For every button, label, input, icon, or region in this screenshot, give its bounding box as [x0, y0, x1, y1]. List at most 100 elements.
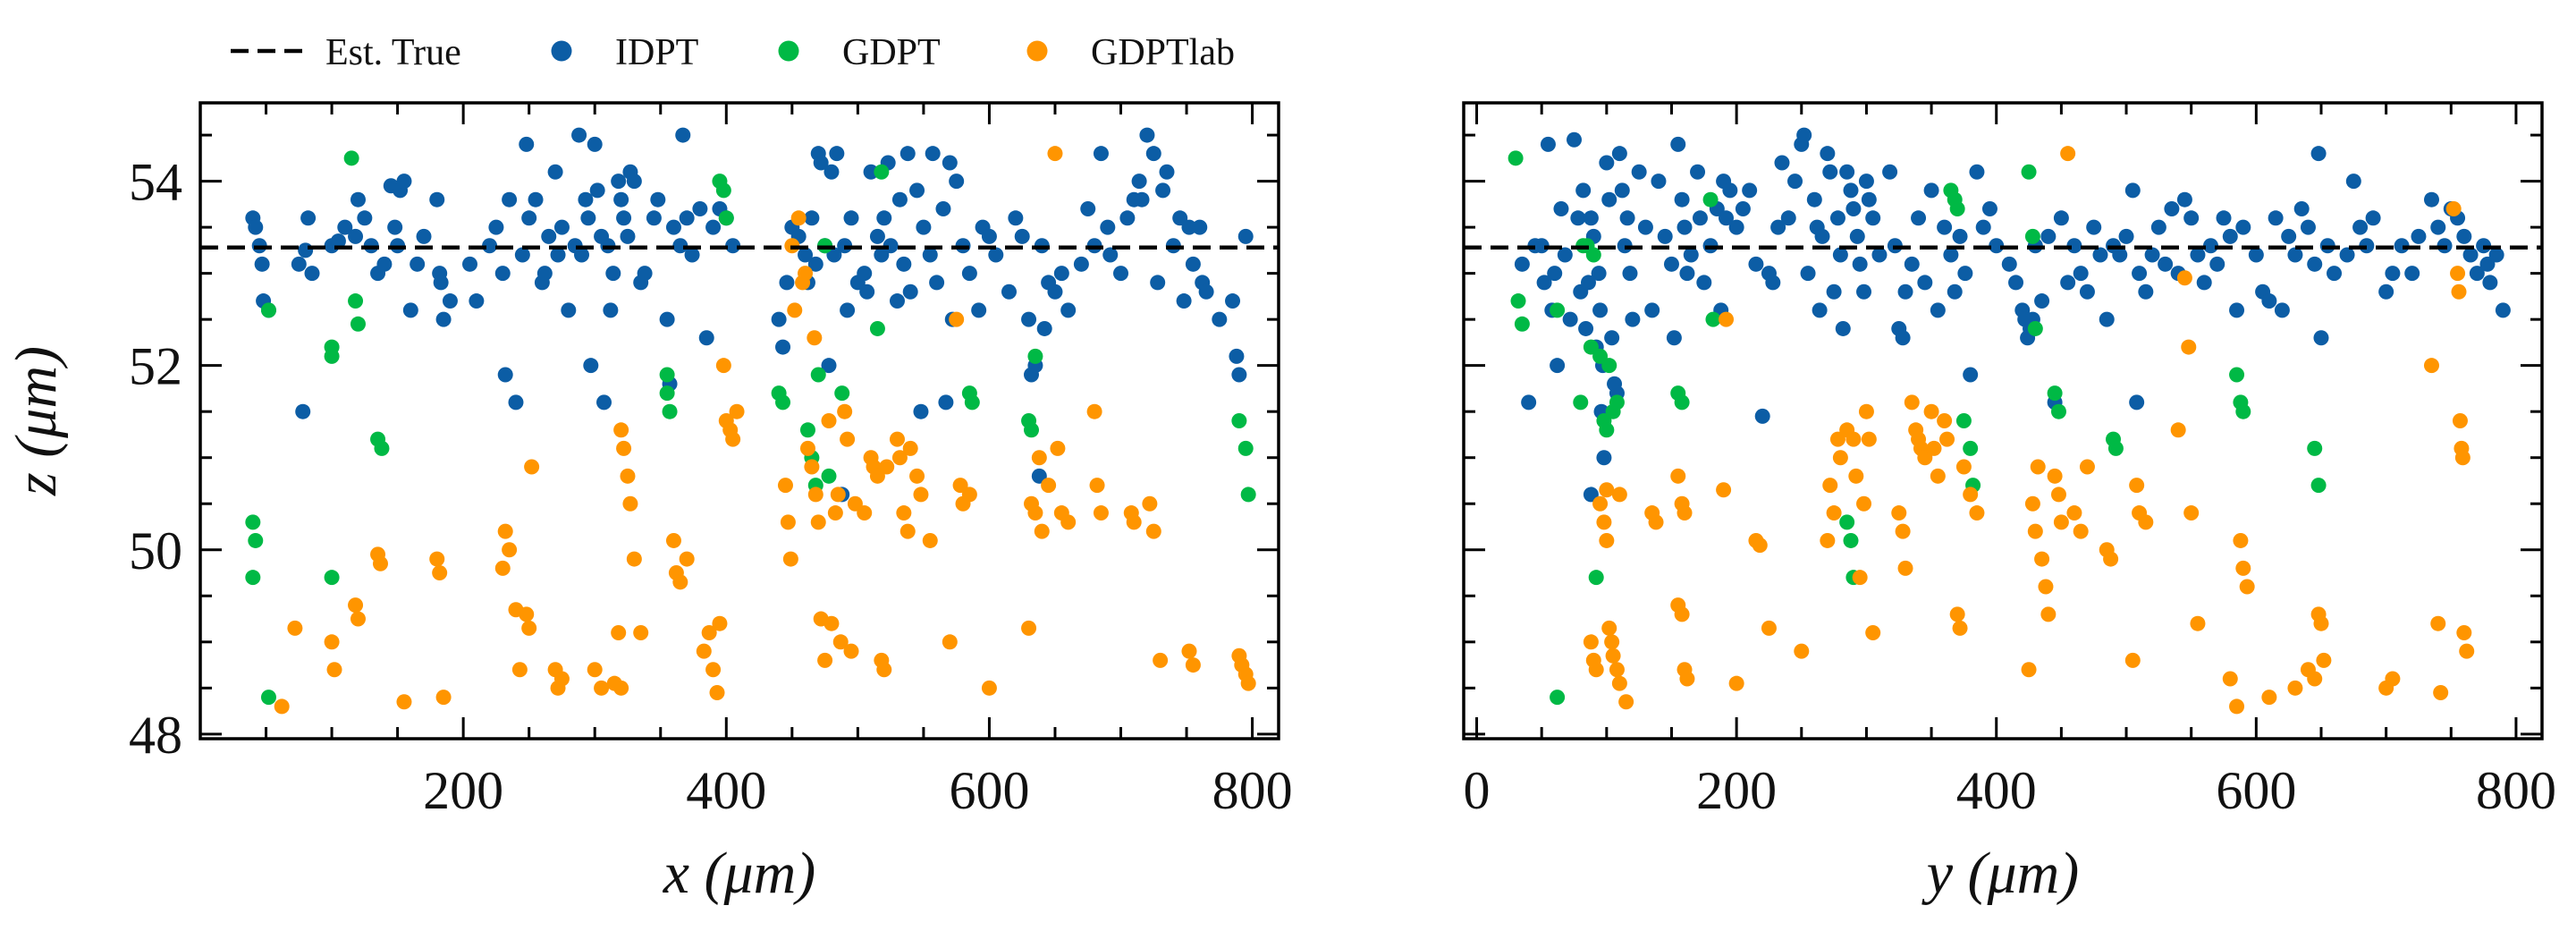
point-idpt: [304, 266, 320, 282]
point-idpt: [981, 228, 997, 244]
point-idpt: [1047, 284, 1063, 300]
point-gdpt: [821, 468, 837, 484]
point-idpt: [547, 164, 563, 180]
point-gdptlab: [1611, 487, 1627, 503]
point-idpt: [2411, 228, 2427, 244]
series-gdpt: [1508, 150, 2327, 706]
point-idpt: [291, 256, 307, 272]
point-gdptlab: [2138, 514, 2154, 530]
point-gdptlab: [2079, 459, 2095, 475]
point-gdptlab: [2433, 684, 2449, 700]
point-gdptlab: [2222, 671, 2238, 687]
y-tick-label: 48: [129, 706, 182, 765]
point-idpt: [813, 155, 829, 171]
point-gdpt: [2235, 403, 2251, 419]
point-gdptlab: [2452, 413, 2468, 428]
point-gdpt: [659, 385, 675, 402]
point-idpt: [1031, 468, 1047, 484]
panel-y-vs-z: 0 200 400 600 800 y (μm): [1462, 101, 2556, 906]
point-gdpt: [1027, 348, 1043, 364]
point-gdptlab: [1969, 505, 1985, 521]
point-gdptlab: [2454, 450, 2470, 466]
point-gdptlab: [553, 671, 570, 687]
point-idpt: [1683, 247, 1699, 263]
point-idpt: [2053, 210, 2069, 226]
point-gdptlab: [807, 330, 823, 346]
point-idpt: [553, 219, 570, 235]
point-gdpt: [350, 316, 366, 332]
point-idpt: [1557, 247, 1573, 263]
point-gdpt: [834, 385, 850, 402]
point-gdptlab: [942, 634, 958, 650]
point-idpt: [1514, 256, 1530, 272]
point-idpt: [1592, 302, 1609, 318]
panel-x-vs-z: 200 400 600 800 48 50 52 54 x (μm) z (μm): [4, 101, 1293, 906]
point-idpt: [1839, 164, 1855, 180]
point-idpt: [521, 210, 537, 226]
point-idpt: [1917, 275, 1933, 291]
point-idpt: [2385, 266, 2401, 282]
point-gdptlab: [2027, 523, 2043, 539]
legend-marker-idpt: [551, 40, 572, 62]
point-gdptlab: [1611, 675, 1627, 691]
point-gdptlab: [2024, 495, 2040, 512]
point-idpt: [1814, 228, 1830, 244]
point-idpt: [659, 311, 675, 327]
point-gdptlab: [1618, 694, 1634, 710]
point-gdptlab: [519, 606, 535, 622]
point-gdptlab: [1949, 606, 1965, 622]
point-gdpt: [1550, 302, 1566, 318]
point-idpt: [2086, 219, 2102, 235]
point-gdptlab: [817, 652, 833, 668]
point-idpt: [1619, 210, 1635, 226]
point-idpt: [1237, 228, 1254, 244]
point-gdptlab: [1897, 560, 1913, 576]
point-idpt: [1131, 174, 1147, 190]
point-idpt: [896, 256, 912, 272]
point-gdptlab: [1926, 440, 1942, 456]
point-gdpt: [324, 570, 340, 586]
point-idpt: [357, 210, 373, 226]
point-idpt: [1008, 210, 1024, 226]
point-gdpt: [260, 302, 276, 318]
point-idpt: [1622, 266, 1638, 282]
point-gdptlab: [429, 551, 445, 567]
legend-marker-gdptlab: [1026, 40, 1048, 62]
point-idpt: [1172, 210, 1188, 226]
point-idpt: [2404, 266, 2420, 282]
point-idpt: [2001, 256, 2017, 272]
point-gdpt: [1843, 532, 1859, 548]
x-tick-label: 200: [1696, 761, 1777, 820]
point-gdptlab: [843, 643, 859, 659]
point-gdptlab: [913, 487, 929, 503]
point-idpt: [1800, 266, 1816, 282]
point-gdptlab: [2456, 625, 2472, 640]
point-idpt: [1728, 219, 1744, 235]
point-gdptlab: [2050, 487, 2066, 503]
point-idpt: [1861, 191, 1877, 207]
point-idpt: [1599, 155, 1615, 171]
point-gdptlab: [1679, 671, 1695, 687]
point-idpt: [603, 302, 619, 318]
point-idpt: [1181, 219, 1197, 235]
point-idpt: [1150, 275, 1166, 291]
point-idpt: [891, 191, 908, 207]
series-gdptlab: [274, 146, 1256, 715]
point-idpt: [1053, 266, 1069, 282]
point-gdptlab: [1856, 495, 1872, 512]
point-idpt: [1765, 275, 1781, 291]
point-gdpt: [2021, 164, 2037, 180]
point-idpt: [725, 238, 741, 254]
point-gdptlab: [2233, 532, 2249, 548]
point-idpt: [913, 403, 929, 419]
point-idpt: [840, 302, 856, 318]
point-gdptlab: [1021, 620, 1037, 636]
point-gdptlab: [350, 611, 366, 627]
point-idpt: [337, 219, 353, 235]
point-gdptlab: [1034, 523, 1050, 539]
point-idpt: [665, 219, 681, 235]
point-idpt: [254, 256, 270, 272]
point-gdptlab: [1027, 505, 1043, 521]
point-gdptlab: [2430, 615, 2446, 631]
point-gdptlab: [1861, 431, 1877, 447]
